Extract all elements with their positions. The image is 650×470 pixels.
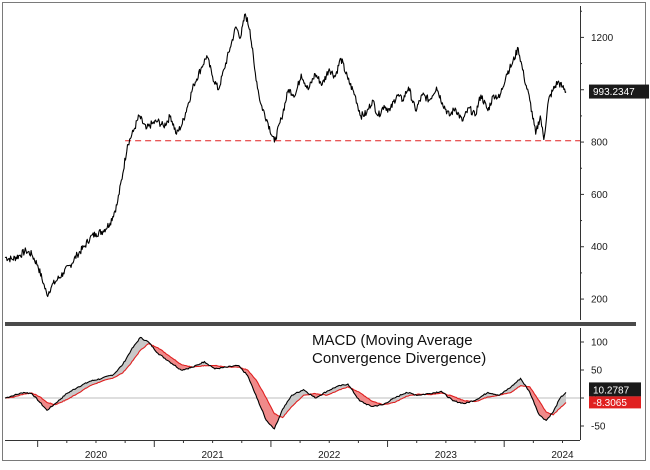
- price-y-tick-label: 600: [591, 190, 608, 201]
- panel-separator: [5, 322, 636, 326]
- price-y-tick-label: 400: [591, 242, 608, 253]
- x-tick-label: 2021: [201, 450, 224, 461]
- price-last-value-badge: 993.2347: [589, 84, 649, 99]
- macd-title-line-1: MACD (Moving Average: [312, 332, 473, 349]
- price-y-tick-label: 1200: [591, 33, 614, 44]
- macd-bullish-fill: [322, 384, 352, 396]
- macd-line: [4, 336, 567, 430]
- macd-bearish-fill: [240, 367, 281, 429]
- macd-y-tick-label: 50: [591, 366, 603, 377]
- macd-last-value-box: [589, 382, 641, 397]
- macd-bullish-fill: [382, 392, 416, 405]
- x-axis: 2020 2021 2022 2023 2024: [5, 440, 580, 461]
- x-ticks: 2020 2021 2022 2023 2024: [37, 440, 574, 461]
- price-panel: 20040060080010001200 993.2347: [4, 6, 649, 320]
- macd-y-tick-label: -50: [591, 422, 606, 433]
- macd-bullish-fill: [471, 378, 527, 402]
- macd-last-value-label: 10.2787: [593, 385, 630, 396]
- macd-bearish-fill: [152, 345, 193, 371]
- macd-bullish-fill: [55, 337, 153, 405]
- signal-last-value-label: -8.3065: [593, 398, 627, 409]
- macd-bullish-fill: [552, 392, 566, 415]
- price-y-tick-label: 800: [591, 138, 608, 149]
- x-tick-label: 2020: [85, 450, 108, 461]
- outer-border: [2, 2, 646, 461]
- macd-bullish-fill: [192, 361, 211, 368]
- price-y-tick-label: 200: [591, 295, 608, 306]
- macd-bearish-fill: [351, 388, 383, 407]
- macd-panel: -50050100 MACD (Moving Average Convergen…: [4, 328, 641, 440]
- macd-last-value-badges: 10.2787 -8.3065: [589, 382, 641, 409]
- signal-last-value-box: [589, 396, 641, 409]
- x-tick-label: 2023: [435, 450, 458, 461]
- x-tick-label: 2022: [318, 450, 341, 461]
- price-series-line: [4, 13, 567, 298]
- macd-y-tick-label: 100: [591, 338, 608, 349]
- macd-title-line-2: Convergence Divergence): [312, 350, 486, 367]
- price-last-value-label: 993.2347: [593, 87, 635, 98]
- macd-bearish-fill: [30, 393, 56, 411]
- price-last-value-box: [589, 84, 649, 99]
- x-tick-label: 2024: [551, 450, 574, 461]
